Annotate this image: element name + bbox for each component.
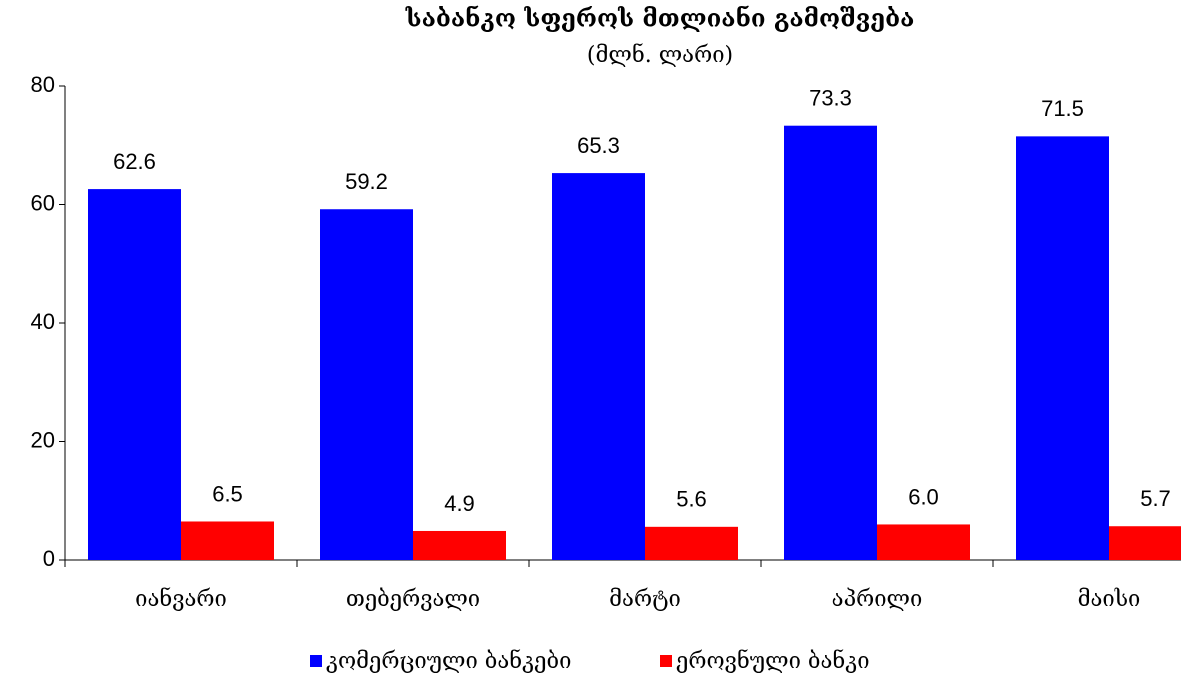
legend-swatch <box>660 655 672 667</box>
value-label: 73.3 <box>809 86 852 111</box>
value-label: 6.0 <box>908 484 939 509</box>
bar <box>877 524 970 560</box>
bar <box>645 526 738 560</box>
legend-label: კომერციული ბანკები <box>326 648 571 674</box>
value-label: 4.9 <box>444 491 475 516</box>
x-tick-label: თებერვალი <box>346 587 480 612</box>
chart-title: საბანკო სფეროს მთლიანი გამოშვება <box>405 4 915 33</box>
bar <box>181 521 274 560</box>
value-label: 62.6 <box>113 149 156 174</box>
legend-swatch <box>310 655 322 667</box>
y-tick-label: 60 <box>31 190 55 215</box>
y-tick-label: 80 <box>31 72 55 97</box>
chart-subtitle: (მლნ. ლარი) <box>587 42 733 68</box>
x-tick-label: მაისი <box>1078 587 1141 612</box>
y-tick-label: 40 <box>31 309 55 334</box>
value-label: 5.7 <box>1140 486 1171 511</box>
bar <box>784 125 877 560</box>
value-label: 59.2 <box>345 169 388 194</box>
value-label: 65.3 <box>577 133 620 158</box>
y-tick-label: 0 <box>43 546 55 571</box>
bar <box>1016 136 1109 561</box>
value-label: 71.5 <box>1041 96 1084 121</box>
bar <box>88 189 181 560</box>
value-label: 6.5 <box>212 481 243 506</box>
bar <box>552 173 645 560</box>
y-tick-label: 20 <box>31 427 55 452</box>
x-tick-label: მარტი <box>609 587 681 612</box>
legend-label: ეროვნული ბანკი <box>676 648 870 674</box>
x-tick-label: იანვარი <box>135 586 227 612</box>
x-tick-label: აპრილი <box>832 587 923 612</box>
value-label: 5.6 <box>676 487 707 512</box>
bar <box>1109 526 1181 560</box>
bar <box>413 530 506 560</box>
bar <box>320 209 413 561</box>
